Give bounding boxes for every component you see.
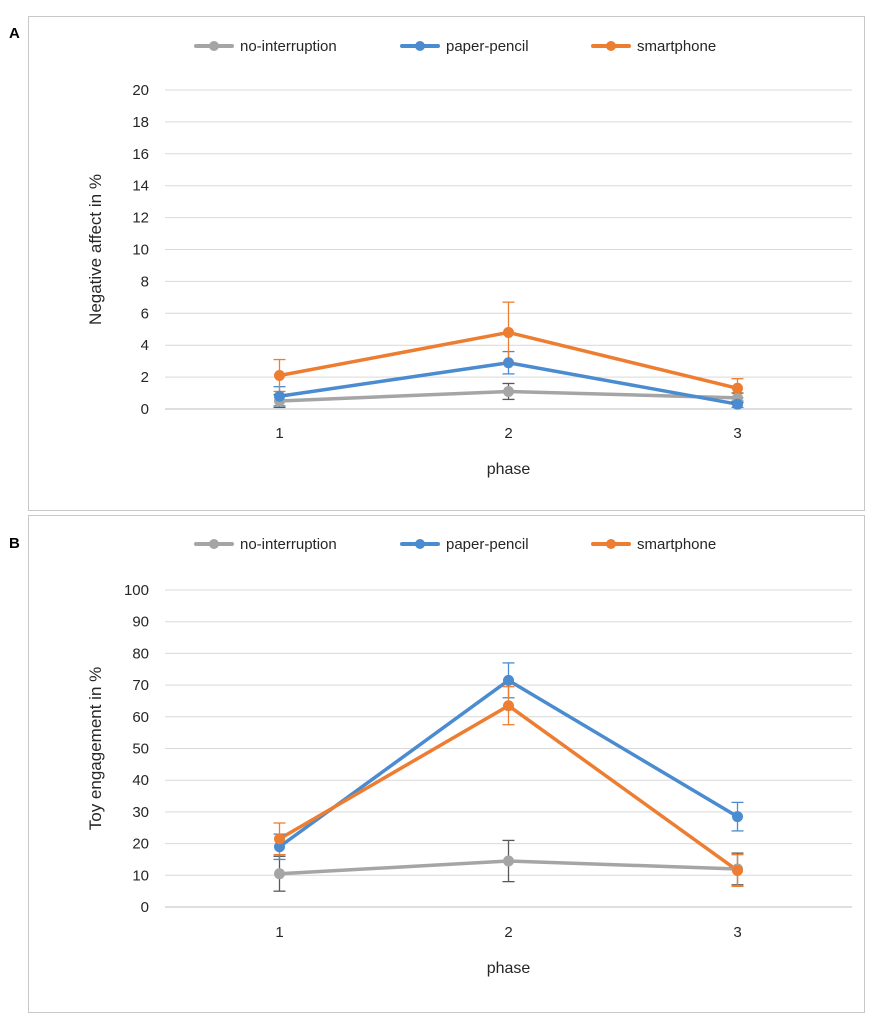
chart-a-legend-label-paper_pencil: paper-pencil (446, 38, 529, 55)
chart-b-y-tick-label: 40 (132, 772, 149, 789)
chart-b-legend-marker-no_interruption (209, 539, 219, 549)
panel-label-a: A (9, 25, 20, 42)
chart-a-x-tick-label: 1 (275, 425, 283, 442)
chart-a-legend-marker-no_interruption (209, 41, 219, 51)
chart-a-y-tick-label: 20 (132, 82, 149, 99)
chart-a-y-tick-label: 12 (132, 210, 149, 227)
chart-b-legend-marker-smartphone (606, 539, 616, 549)
chart-b-x-axis-title: phase (487, 960, 531, 977)
chart-b-y-tick-label: 0 (141, 899, 149, 916)
chart-b-data-point-smartphone (732, 865, 743, 877)
chart-a-y-tick-label: 14 (132, 178, 149, 195)
chart-a-data-point-smartphone (732, 382, 743, 394)
chart-b-x-tick-label: 2 (504, 924, 512, 941)
chart-b-legend-marker-paper_pencil (415, 539, 425, 549)
chart-a-frame (28, 16, 865, 511)
chart-b-y-tick-label: 20 (132, 836, 149, 853)
chart-b-x-tick-label: 3 (733, 924, 741, 941)
chart-a-data-point-paper_pencil (274, 390, 285, 402)
chart-a-legend-marker-paper_pencil (415, 41, 425, 51)
chart-b-frame (28, 515, 865, 1013)
chart-b-y-tick-label: 60 (132, 709, 149, 726)
chart-a-legend-label-smartphone: smartphone (637, 38, 716, 55)
chart-b-legend-label-smartphone: smartphone (637, 536, 716, 553)
chart-a-legend-marker-smartphone (606, 41, 616, 51)
chart-a-y-tick-label: 18 (132, 114, 149, 131)
chart-a-x-tick-label: 3 (733, 425, 741, 442)
chart-b-y-tick-label: 70 (132, 677, 149, 694)
chart-b-y-tick-label: 50 (132, 741, 149, 758)
chart-b-y-tick-label: 30 (132, 804, 149, 821)
chart-b-y-tick-label: 80 (132, 645, 149, 662)
chart-a-data-point-no_interruption (503, 385, 514, 397)
chart-b-y-tick-label: 100 (124, 582, 149, 599)
chart-b-data-point-no_interruption (274, 868, 285, 880)
chart-a-y-tick-label: 16 (132, 146, 149, 163)
chart-b-data-point-smartphone (274, 833, 285, 845)
chart-a-x-axis-title: phase (487, 461, 531, 478)
chart-b-data-point-paper_pencil (732, 811, 743, 823)
chart-a-data-point-smartphone (274, 370, 285, 382)
chart-b-data-point-no_interruption (503, 855, 514, 867)
chart-b-legend-label-paper_pencil: paper-pencil (446, 536, 529, 553)
chart-b-legend-label-no_interruption: no-interruption (240, 536, 337, 553)
chart-a-y-tick-label: 10 (132, 242, 149, 259)
chart-a-y-tick-label: 8 (141, 273, 149, 290)
chart-b-data-point-paper_pencil (274, 841, 285, 853)
chart-b-data-point-paper_pencil (503, 674, 514, 686)
chart-a-y-axis-title: Negative affect in % (86, 174, 105, 325)
chart-b-data-point-smartphone (503, 700, 514, 712)
chart-b-y-tick-label: 10 (132, 867, 149, 884)
chart-b-x-tick-label: 1 (275, 924, 283, 941)
chart-a-data-point-paper_pencil (503, 357, 514, 369)
chart-a-data-point-paper_pencil (732, 398, 743, 410)
panel-label-b: B (9, 535, 20, 552)
chart-a-data-point-smartphone (503, 326, 514, 338)
chart-b-y-axis-title: Toy engagement in % (86, 667, 105, 831)
chart-a-y-tick-label: 2 (141, 369, 149, 386)
chart-a-x-tick-label: 2 (504, 425, 512, 442)
chart-b-y-tick-label: 90 (132, 614, 149, 631)
chart-a-y-tick-label: 0 (141, 401, 149, 418)
chart-a-legend-label-no_interruption: no-interruption (240, 38, 337, 55)
chart-a-y-tick-label: 4 (141, 337, 149, 354)
chart-a-y-tick-label: 6 (141, 305, 149, 322)
